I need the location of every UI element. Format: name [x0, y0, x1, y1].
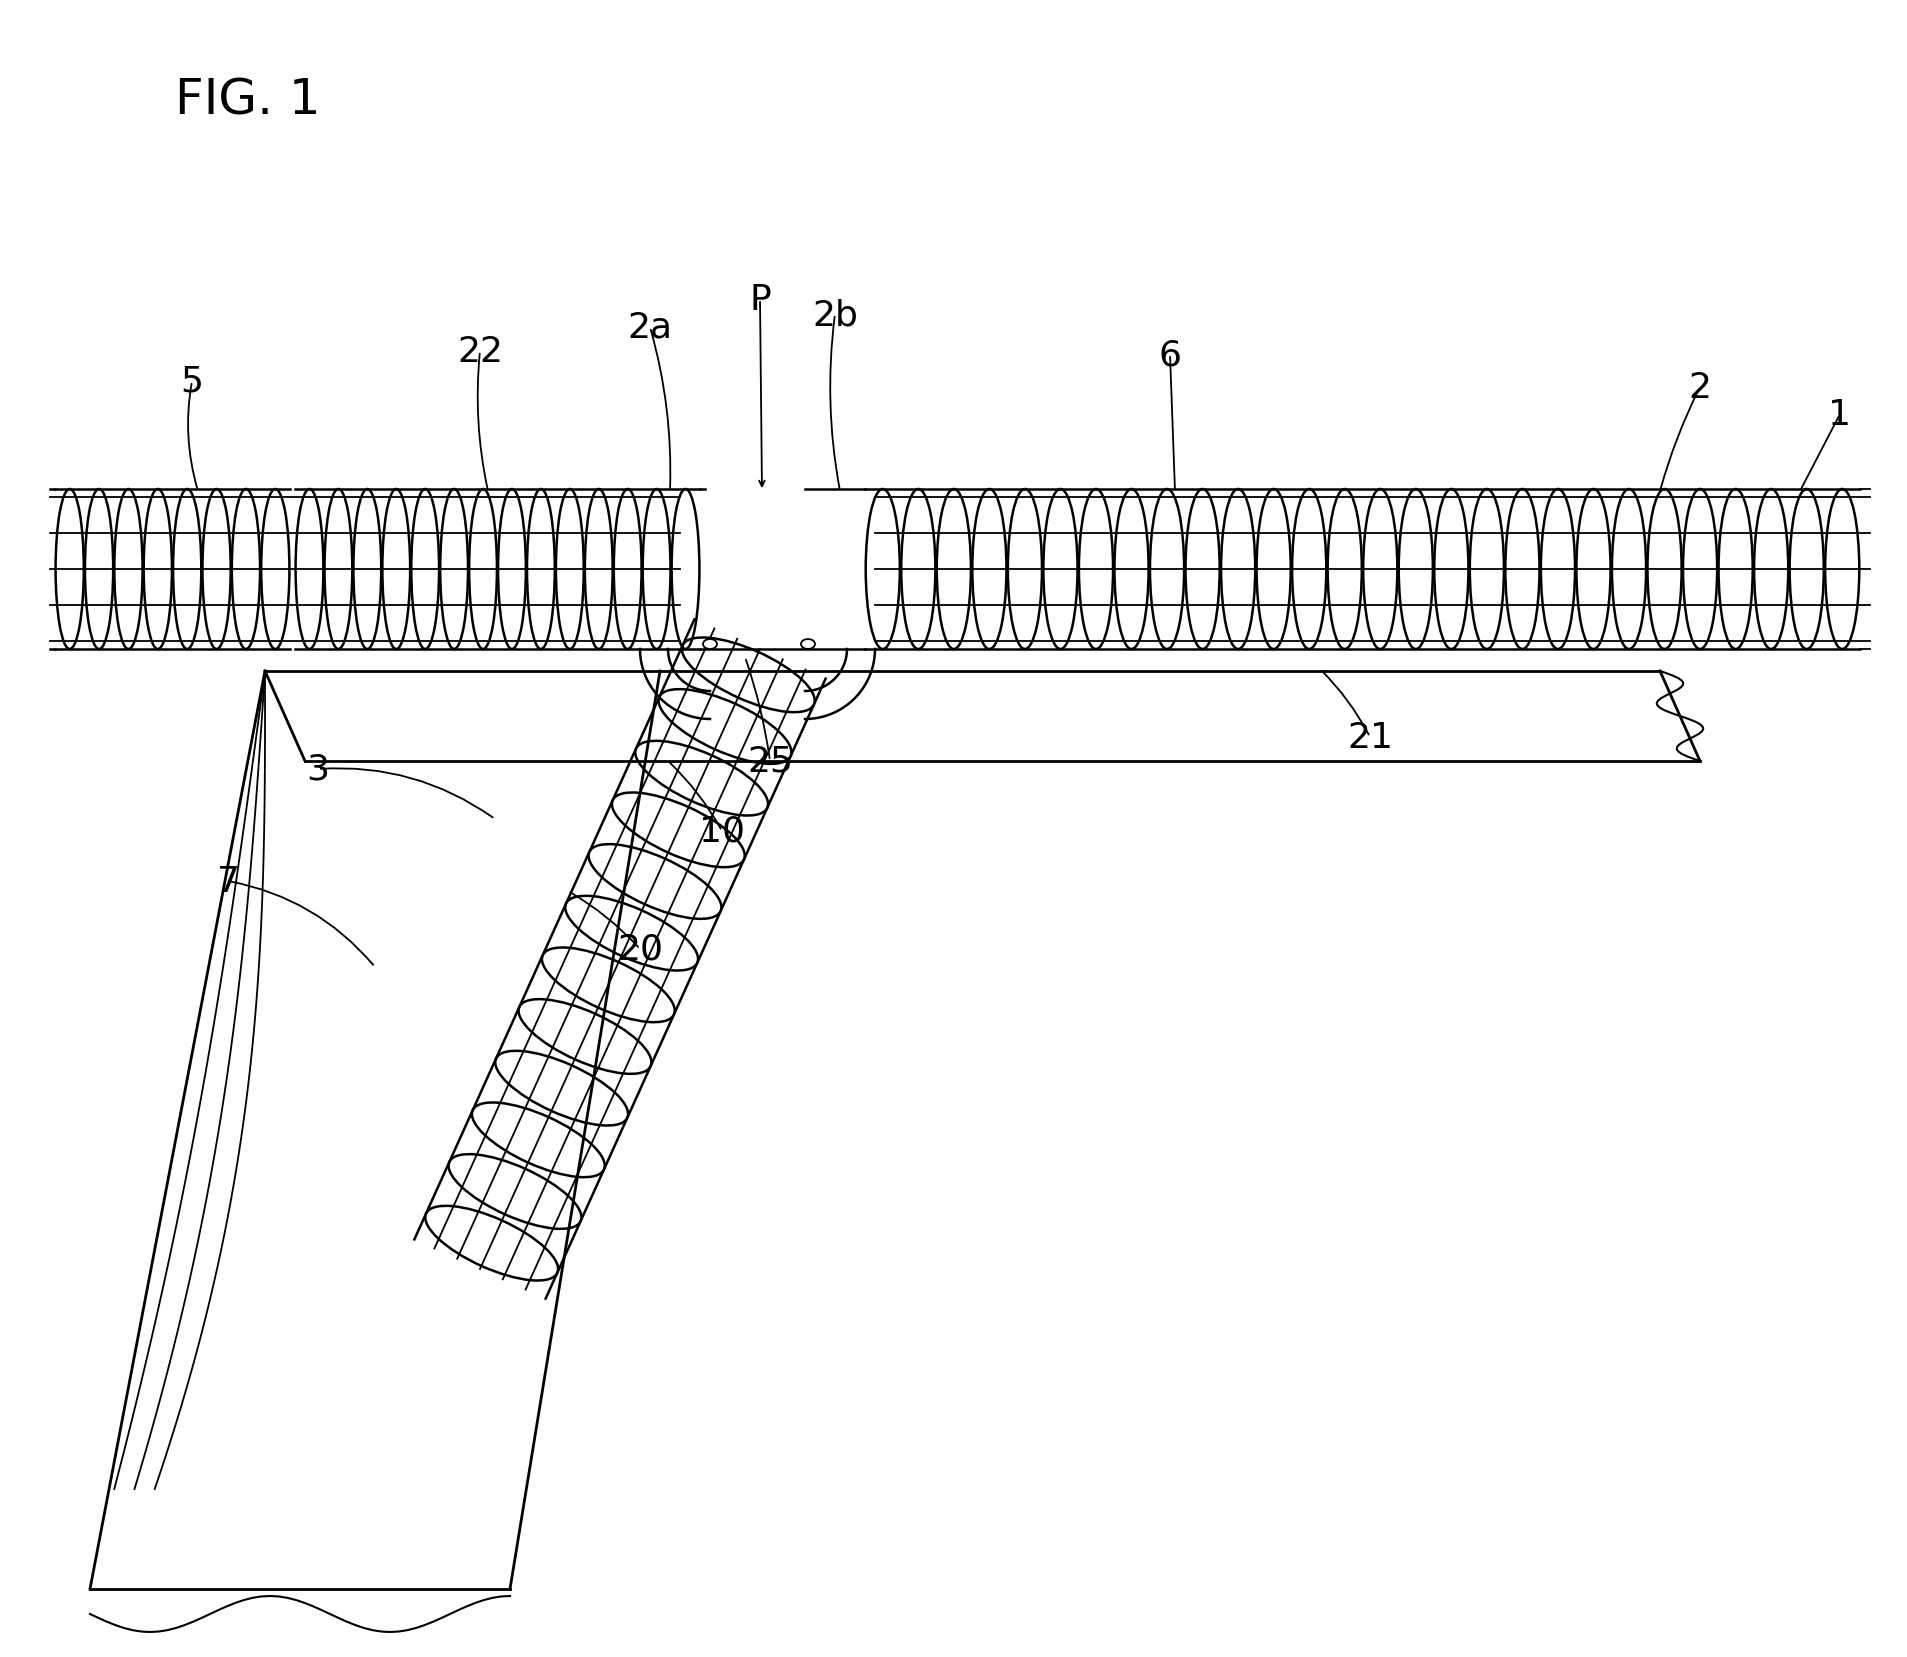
Text: 1: 1 [1829, 398, 1852, 432]
Text: 3: 3 [307, 752, 330, 787]
Text: 20: 20 [618, 933, 664, 966]
Text: 25: 25 [748, 744, 793, 779]
Text: 10: 10 [700, 815, 746, 848]
Ellipse shape [704, 640, 717, 650]
Text: 5: 5 [181, 365, 204, 399]
Text: 21: 21 [1346, 721, 1392, 754]
Ellipse shape [801, 640, 814, 650]
Text: 22: 22 [458, 335, 503, 370]
Text: 2a: 2a [627, 312, 673, 345]
Text: 2: 2 [1688, 371, 1711, 404]
Text: P: P [749, 283, 770, 316]
Text: 7: 7 [217, 865, 240, 898]
Text: FIG. 1: FIG. 1 [175, 76, 320, 124]
Text: 2b: 2b [812, 298, 858, 331]
Text: 6: 6 [1158, 338, 1182, 371]
